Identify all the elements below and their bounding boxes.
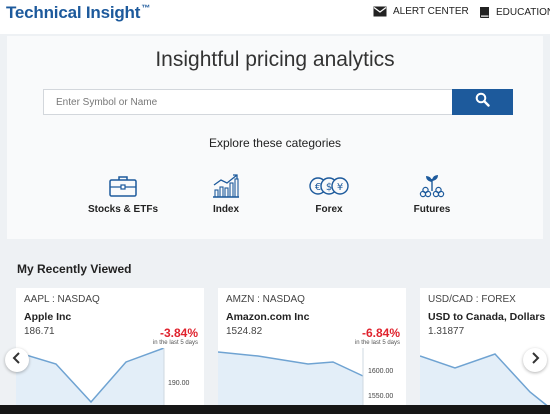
bottom-edge-bar <box>0 405 550 414</box>
chart-line <box>218 351 364 377</box>
card-name: USD to Canada, Dollars <box>428 311 546 323</box>
search-button[interactable] <box>452 89 513 115</box>
chart-area <box>16 348 164 414</box>
category-forex[interactable]: € $ ¥ Forex <box>284 172 374 215</box>
chevron-right-icon <box>530 351 540 369</box>
category-futures-label: Futures <box>413 204 451 215</box>
card-change: -3.84% <box>159 326 198 340</box>
card-symbol: AMZN : NASDAQ <box>226 294 305 305</box>
mini-price-chart <box>420 353 550 414</box>
currency-exchange-icon: € $ ¥ <box>284 172 374 200</box>
category-forex-label: Forex <box>315 204 343 215</box>
search-icon <box>475 92 490 112</box>
category-stocks-etfs[interactable]: Stocks & ETFs <box>78 172 168 215</box>
chevron-left-icon <box>12 351 22 369</box>
search-input[interactable]: Enter Symbol or Name <box>43 89 453 115</box>
svg-text:¥: ¥ <box>337 182 343 193</box>
chart-line <box>420 353 550 409</box>
plant-growth-icon <box>387 172 477 200</box>
card-symbol: USD/CAD : FOREX <box>428 294 516 305</box>
nav-alert-center[interactable]: ALERT CENTER <box>373 6 469 17</box>
card-name: Amazon.com Inc <box>226 311 310 323</box>
mini-price-chart <box>16 348 165 414</box>
card-change: -6.84% <box>361 326 400 340</box>
card-price: 186.71 <box>24 326 55 337</box>
svg-text:€: € <box>315 182 321 193</box>
carousel-prev-button[interactable] <box>5 348 29 372</box>
card-name: Apple Inc <box>24 311 72 323</box>
category-stocks-etfs-label: Stocks & ETFs <box>87 204 159 215</box>
card-price: 1524.82 <box>226 326 263 337</box>
category-futures[interactable]: Futures <box>387 172 477 215</box>
bar-chart-icon <box>181 172 271 200</box>
chart-axis-label: 190.00 <box>166 380 192 387</box>
envelope-icon <box>373 6 387 17</box>
mini-price-chart <box>218 348 364 414</box>
chart-axis-label: 1600.00 <box>366 368 396 375</box>
book-icon <box>479 6 490 19</box>
top-navigation-bar: Technical Insight™ ALERT CENTER EDUCATIO… <box>0 0 550 34</box>
recent-card-amzn[interactable]: AMZN : NASDAQ Amazon.com Inc 1524.82 -6.… <box>218 288 406 414</box>
hero-title: Insightful pricing analytics <box>155 48 395 71</box>
chart-line <box>16 348 165 404</box>
nav-alert-center-label: ALERT CENTER <box>393 6 469 17</box>
category-index-label: Index <box>212 204 240 215</box>
brand-logo[interactable]: Technical Insight™ <box>6 3 151 22</box>
recently-viewed-heading: My Recently Viewed <box>17 262 132 276</box>
nav-education[interactable]: EDUCATION <box>479 6 550 19</box>
card-change-note: in the last 5 days <box>354 340 400 346</box>
category-index[interactable]: Index <box>181 172 271 215</box>
card-symbol: AAPL : NASDAQ <box>24 294 100 305</box>
categories-heading: Explore these categories <box>208 136 342 150</box>
card-change-note: in the last 5 days <box>152 340 198 346</box>
hero-panel: Insightful pricing analytics Enter Symbo… <box>7 36 543 239</box>
nav-education-label: EDUCATION <box>496 7 550 18</box>
chart-area <box>420 354 550 414</box>
carousel-next-button[interactable] <box>523 348 547 372</box>
recent-card-aapl[interactable]: AAPL : NASDAQ Apple Inc 186.71 -3.84% in… <box>16 288 204 414</box>
briefcase-icon <box>78 172 168 200</box>
card-price: 1.31877 <box>428 326 465 337</box>
chart-area <box>218 352 363 414</box>
svg-text:$: $ <box>326 182 332 193</box>
chart-axis-label: 1550.00 <box>366 393 396 400</box>
